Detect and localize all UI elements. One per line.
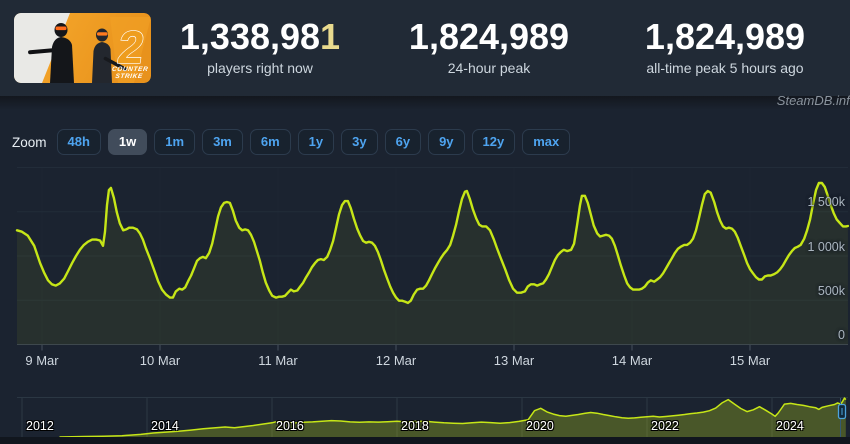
year-label: 2018 bbox=[401, 419, 429, 433]
zoom-label: Zoom bbox=[12, 134, 47, 150]
stat-players-right-now: 1,338,981 players right now bbox=[150, 16, 370, 77]
game-banner: 2 COUNTER STRIKE bbox=[14, 13, 151, 83]
players-now-highlight-digit: 1 bbox=[320, 16, 341, 57]
zoom-toolbar: Zoom 48h 1w 1m 3m 6m 1y 3y 6y 9y 12y max bbox=[12, 129, 571, 155]
range-button-3y[interactable]: 3y bbox=[341, 129, 378, 155]
y-axis-label: 1 000k bbox=[807, 239, 845, 254]
x-axis-label: 9 Mar bbox=[25, 353, 59, 368]
navigator-line bbox=[59, 397, 847, 438]
year-label: 2024 bbox=[776, 419, 804, 433]
ct-silhouette bbox=[92, 28, 128, 83]
x-axis-label: 11 Mar bbox=[258, 353, 298, 368]
range-button-6m[interactable]: 6m bbox=[249, 129, 291, 155]
year-label: 2016 bbox=[276, 419, 304, 433]
x-axis-label: 15 Mar bbox=[729, 353, 771, 368]
range-button-48h[interactable]: 48h bbox=[56, 129, 101, 155]
range-button-12y[interactable]: 12y bbox=[471, 129, 516, 155]
range-button-3m[interactable]: 3m bbox=[202, 129, 243, 155]
range-button-max[interactable]: max bbox=[522, 129, 571, 155]
x-axis-label: 14 Mar bbox=[611, 353, 653, 368]
peak-24h-label: 24-hour peak bbox=[447, 60, 531, 76]
y-axis-label: 1 500k bbox=[807, 195, 845, 210]
rifle-icon-2 bbox=[103, 56, 128, 71]
header: 2 COUNTER STRIKE 1,338,981 players right… bbox=[0, 0, 850, 96]
banner-strike-text: STRIKE bbox=[115, 73, 143, 80]
goggles-icon bbox=[55, 26, 67, 31]
terrorist-silhouette bbox=[28, 23, 74, 83]
stat-24h-peak: 1,824,989 24-hour peak bbox=[379, 16, 599, 77]
goggles-icon-2 bbox=[97, 32, 108, 36]
year-label: 2012 bbox=[26, 419, 54, 433]
peak-24h-value: 1,824,989 bbox=[408, 16, 570, 57]
cs2-banner-art: 2 COUNTER STRIKE bbox=[14, 13, 151, 83]
y-axis-label: 0 bbox=[838, 328, 845, 342]
steamdb-watermark: SteamDB.info bbox=[776, 93, 850, 108]
range-button-6y[interactable]: 6y bbox=[384, 129, 422, 155]
players-line bbox=[15, 181, 850, 305]
range-button-9y[interactable]: 9y bbox=[428, 129, 465, 155]
x-axis-label: 12 Mar bbox=[375, 353, 417, 368]
range-button-1m[interactable]: 1m bbox=[154, 129, 196, 155]
year-label: 2022 bbox=[651, 419, 679, 433]
header-shadow bbox=[0, 96, 850, 110]
x-axis-label: 10 Mar bbox=[139, 353, 181, 368]
players-now-value: 1,338,981 bbox=[179, 16, 341, 57]
players-area bbox=[17, 183, 848, 345]
bottom-strip bbox=[0, 437, 850, 444]
all-time-peak-value: 1,824,989 bbox=[644, 16, 806, 57]
banner-counter-text: COUNTER bbox=[111, 66, 148, 73]
players-now-label: players right now bbox=[207, 60, 313, 76]
all-time-peak-label: all-time peak 5 hours ago bbox=[646, 60, 804, 76]
year-label: 2020 bbox=[526, 419, 554, 433]
navigator-area bbox=[59, 398, 846, 437]
range-button-1w[interactable]: 1w bbox=[107, 129, 148, 155]
range-button-1y[interactable]: 1y bbox=[297, 129, 335, 155]
year-label: 2014 bbox=[151, 419, 179, 433]
y-axis-label: 500k bbox=[817, 283, 845, 298]
stat-all-time-peak: 1,824,989 all-time peak 5 hours ago bbox=[608, 16, 842, 77]
x-axis-label: 13 Mar bbox=[493, 353, 535, 368]
